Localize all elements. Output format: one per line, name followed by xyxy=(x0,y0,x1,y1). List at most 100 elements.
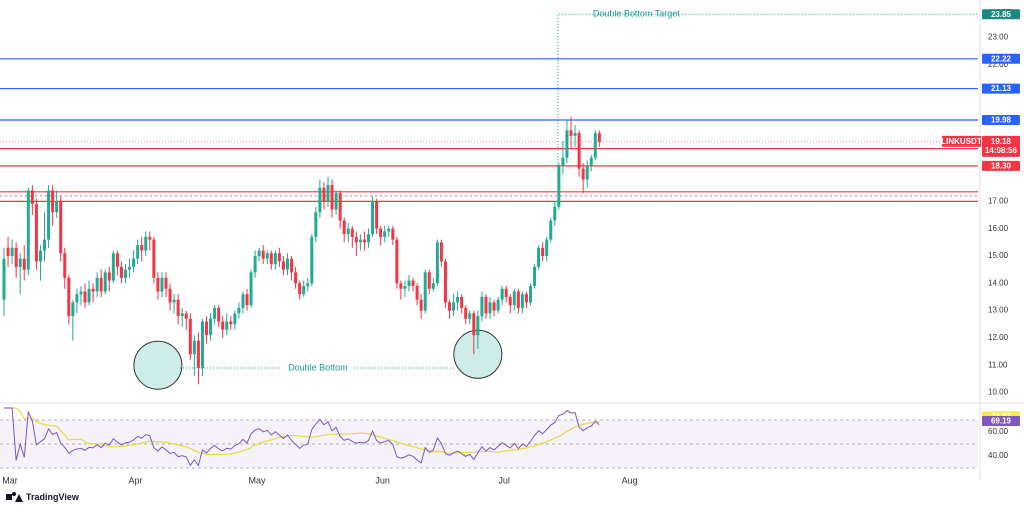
price-tick-label: 23.00 xyxy=(988,33,1009,42)
candle-body xyxy=(176,299,180,317)
candle-body xyxy=(342,220,346,235)
level-badge-4-bg xyxy=(982,160,1020,171)
candle-body xyxy=(302,286,306,295)
candle-body xyxy=(196,340,200,368)
candle-body xyxy=(443,261,447,303)
candle-body xyxy=(269,253,273,265)
candle-body xyxy=(354,236,358,243)
candle-body xyxy=(168,288,172,303)
candle-body xyxy=(136,245,140,259)
candle-body xyxy=(225,321,229,330)
candle-body xyxy=(480,296,484,317)
candle-body xyxy=(306,283,310,287)
month-label: Jun xyxy=(375,475,390,485)
candle-body xyxy=(585,165,589,180)
candle-body xyxy=(18,258,22,267)
tradingview-logo[interactable]: TradingView xyxy=(6,492,79,502)
candle-body xyxy=(375,201,379,229)
candle-body xyxy=(508,296,512,306)
candle-body xyxy=(541,247,545,256)
candle-body xyxy=(569,130,573,136)
price-tick-label: 14.00 xyxy=(988,278,1009,287)
candle-body xyxy=(411,280,415,287)
candle-body xyxy=(407,280,411,287)
candle-body xyxy=(330,184,334,210)
candle-body xyxy=(221,321,225,330)
candle-body xyxy=(2,258,6,300)
candle-body xyxy=(205,321,208,336)
level-badge-4-label: 18.30 xyxy=(991,161,1012,170)
candle-body xyxy=(111,253,115,281)
candle-body xyxy=(553,206,557,221)
level-badge-0-label: 22.22 xyxy=(991,54,1012,63)
candle-body xyxy=(516,291,520,308)
candle-body xyxy=(350,228,354,237)
candle-body xyxy=(119,266,123,278)
candle-body xyxy=(403,286,407,289)
candle-body xyxy=(172,299,176,303)
month-label: Jul xyxy=(498,475,510,485)
target-badge-label: 23.85 xyxy=(991,10,1012,19)
candle-body xyxy=(209,318,213,336)
candle-body xyxy=(533,266,537,287)
candle-body xyxy=(460,296,464,308)
candle-body xyxy=(476,316,480,336)
candle-body xyxy=(565,130,569,158)
candle-body xyxy=(99,277,103,292)
candle-body xyxy=(261,250,265,259)
candle-body xyxy=(75,294,79,303)
candle-body xyxy=(91,288,95,292)
candle-body xyxy=(245,294,249,306)
candle-body xyxy=(164,277,168,289)
candle-body xyxy=(549,220,553,240)
candle-body xyxy=(241,294,245,308)
candle-body xyxy=(500,288,504,300)
candle-body xyxy=(83,291,87,303)
candle-body xyxy=(504,288,508,297)
tradingview-brand-text: TradingView xyxy=(26,492,79,502)
candle-body xyxy=(456,296,460,303)
candle-body xyxy=(249,272,253,306)
tradingview-icon xyxy=(6,492,23,502)
candle-body xyxy=(217,307,221,322)
candle-body xyxy=(464,307,468,319)
candle-body xyxy=(233,313,237,325)
candle-body xyxy=(387,228,391,232)
candle-body xyxy=(148,236,152,240)
rsi-tick-label: 60.00 xyxy=(988,427,1009,436)
candle-body xyxy=(419,299,423,311)
candle-body xyxy=(290,258,294,273)
candle-body xyxy=(415,286,419,300)
candle-body xyxy=(573,133,577,136)
candle-body xyxy=(310,236,314,284)
candle-body xyxy=(184,313,188,319)
candle-body xyxy=(55,201,59,213)
candle-body xyxy=(577,133,581,169)
candle-body xyxy=(156,277,160,292)
candle-body xyxy=(439,242,443,262)
candle-body xyxy=(213,307,217,319)
candle-body xyxy=(253,255,257,273)
countdown-label: 14:08:56 xyxy=(985,146,1018,155)
candle-body xyxy=(423,272,427,311)
price-tick-label: 15.00 xyxy=(988,251,1009,260)
double-bottom-circle-0 xyxy=(133,340,183,390)
candle-body xyxy=(520,294,524,308)
price-tick-label: 16.00 xyxy=(988,224,1009,233)
candle-body xyxy=(589,157,593,166)
candle-body xyxy=(431,283,435,289)
price-tick-label: 22.00 xyxy=(988,60,1009,69)
candle-body xyxy=(322,187,326,202)
candle-body xyxy=(95,277,99,292)
month-label: May xyxy=(249,475,267,485)
rsi-value-badge-label: 69.19 xyxy=(991,417,1012,426)
rsi-value-badge-bg xyxy=(982,415,1020,426)
candle-body xyxy=(124,269,127,278)
candle-body xyxy=(115,253,119,267)
candle-body xyxy=(152,239,156,278)
candle-body xyxy=(71,302,75,317)
month-label: Apr xyxy=(129,475,143,485)
candle-body xyxy=(597,133,601,142)
candle-body xyxy=(277,253,281,262)
candle-body xyxy=(452,302,456,311)
